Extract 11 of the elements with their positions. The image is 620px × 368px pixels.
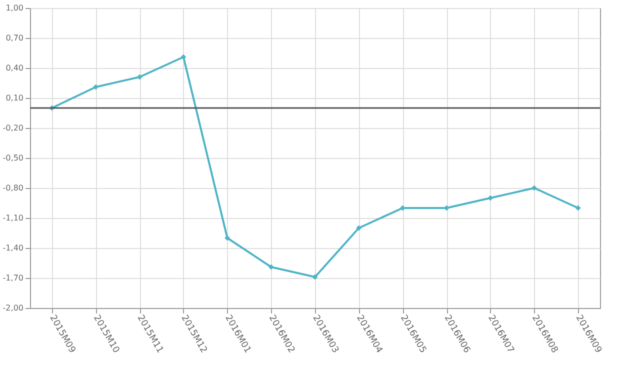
y-tick-label: -0,20 [2,124,24,132]
y-tick-label: -0,50 [2,154,24,162]
y-tick-label: -1,70 [2,274,24,282]
y-tick-label: -2,00 [2,304,24,312]
y-tick-label: 0,70 [6,34,24,42]
y-tick-label: -1,10 [2,214,24,222]
y-tick-label: 0,10 [6,94,24,102]
y-tick-label: 1,00 [6,4,24,12]
y-tick-label: -0,80 [2,184,24,192]
y-tick-label: -1,40 [2,244,24,252]
y-tick-label: 0,40 [6,64,24,72]
